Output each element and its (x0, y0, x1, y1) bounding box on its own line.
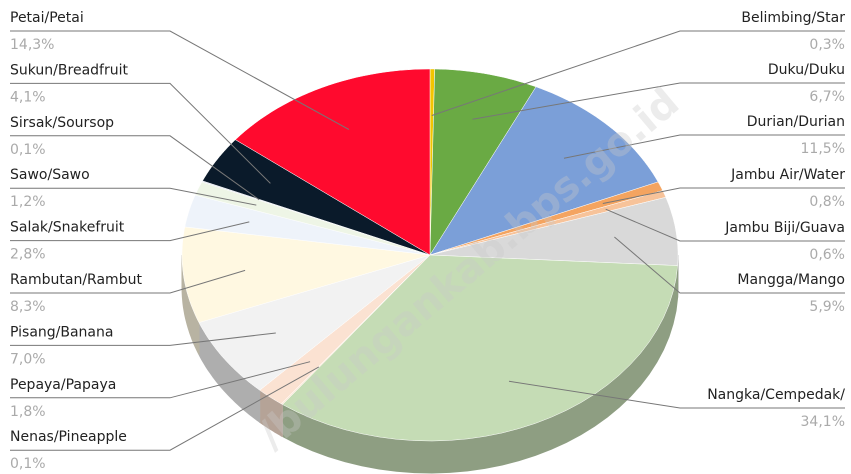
category-label: Jambu Air/Water (730, 167, 845, 183)
category-label: Petai/Petai (10, 10, 84, 26)
leader-line (10, 82, 271, 184)
category-label: Rambutan/Rambut (10, 272, 142, 288)
category-label: Durian/Durian (747, 114, 845, 130)
slice (429, 197, 679, 266)
leader-line (508, 380, 845, 409)
leader-line (614, 236, 845, 294)
leader-line (10, 135, 260, 201)
value-label: 7,0% (10, 351, 46, 367)
leader-line (10, 221, 250, 242)
leader-line (472, 82, 845, 120)
leader-line (10, 269, 246, 294)
slice (234, 68, 431, 256)
leader-line (605, 208, 845, 242)
value-label: 34,1% (801, 414, 845, 430)
category-label: Sirsak/Soursop (10, 115, 114, 131)
slice (184, 194, 431, 256)
leader-line (10, 361, 311, 399)
category-label: Salak/Snakefruit (10, 220, 125, 236)
leader-line (10, 332, 276, 346)
leader-line (10, 187, 257, 206)
value-label: 0,6% (809, 247, 845, 263)
slice (259, 254, 431, 405)
value-label: 2,8% (10, 247, 46, 263)
category-label: Sukun/Breadfruit (10, 62, 128, 78)
leader-line (431, 30, 845, 116)
leader-line (563, 134, 845, 159)
slice (181, 226, 431, 323)
value-label: 0,1% (10, 456, 46, 472)
value-label: 4,1% (10, 89, 46, 105)
leader-line (10, 30, 350, 130)
slice (429, 86, 659, 256)
category-label: Mangga/Mango (737, 272, 845, 288)
value-label: 6,7% (809, 89, 845, 105)
value-label: 8,3% (10, 299, 46, 315)
slice (198, 254, 431, 391)
leader-line (10, 366, 320, 451)
slice (202, 139, 431, 256)
category-label: Belimbing/Star (741, 10, 845, 26)
value-label: 14,3% (10, 37, 54, 53)
slice (429, 181, 664, 256)
leader-line (602, 187, 845, 204)
value-label: 11,5% (801, 141, 845, 157)
slice (282, 254, 678, 442)
value-label: 1,2% (10, 194, 46, 210)
slice (429, 68, 537, 256)
value-label: 5,9% (809, 299, 845, 315)
value-label: 0,1% (10, 142, 46, 158)
leader-lines (10, 30, 845, 451)
category-label: Jambu Biji/Guava (724, 220, 845, 236)
category-label: Nangka/Cempedak/ (707, 387, 845, 403)
labels: Belimbing/Star 0,3% Duku/Duku 6,7% Durian/Du… (10, 10, 845, 472)
value-label: 1,8% (10, 404, 46, 420)
category-label: Sawo/Sawo (10, 167, 90, 183)
value-label: 0,8% (809, 194, 845, 210)
category-label: Pisang/Banana (10, 324, 113, 340)
category-label: Pepaya/Papaya (10, 377, 116, 393)
category-label: Nenas/Pineapple (10, 429, 127, 445)
category-label: Duku/Duku (768, 62, 845, 78)
value-label: 0,3% (809, 37, 845, 53)
